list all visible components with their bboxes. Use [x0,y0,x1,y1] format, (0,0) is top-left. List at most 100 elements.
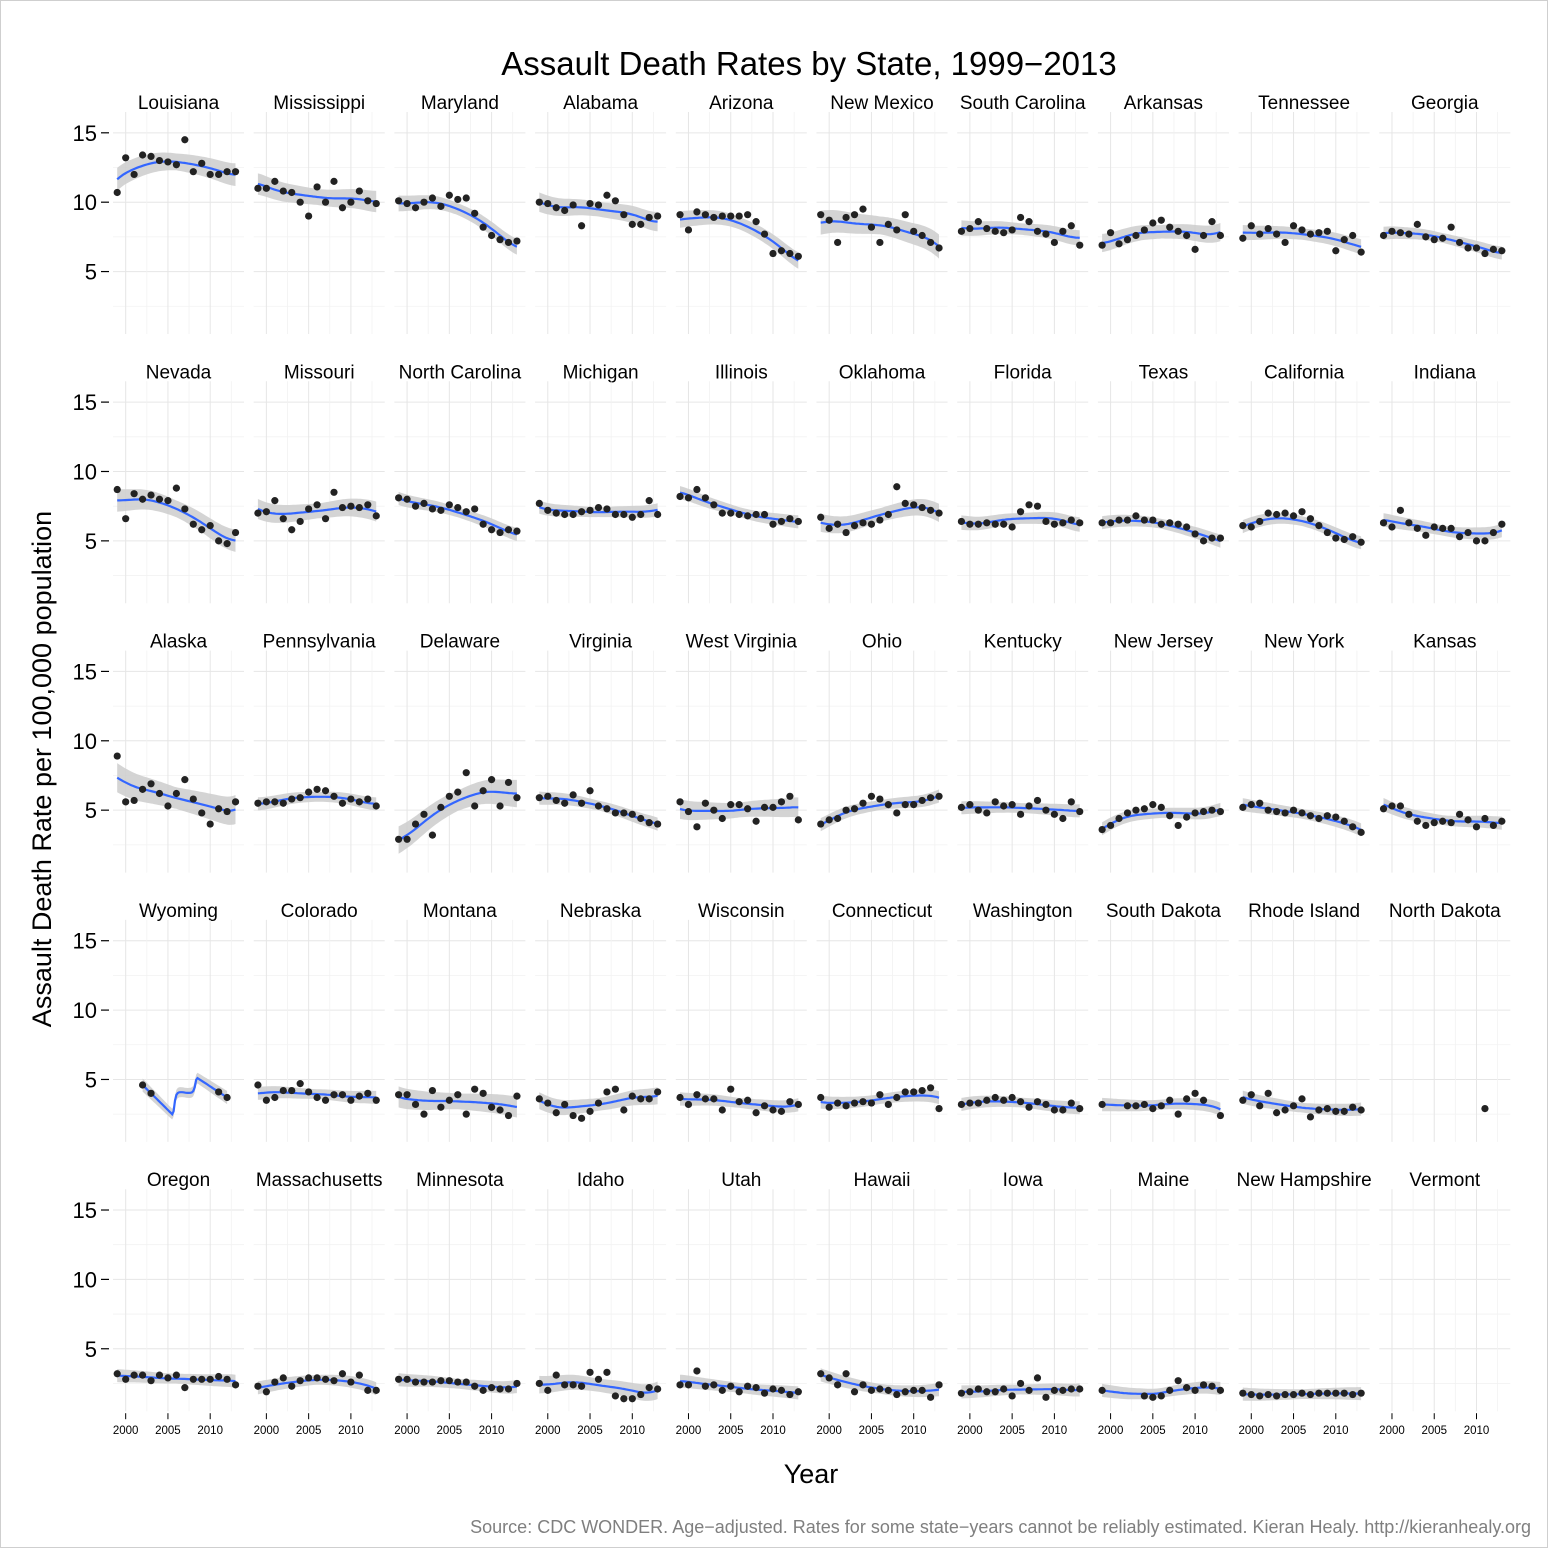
data-point-new-york-1999 [1239,803,1247,811]
confidence-band-hawaii [820,1368,939,1398]
data-point-arizona-2009 [760,230,769,238]
panel-label-tennessee: Tennessee [1258,93,1350,114]
data-point-delaware-2006 [454,788,462,796]
data-point-nevada-2008 [189,520,197,528]
data-point-hawaii-2013 [935,1381,943,1389]
data-point-california-1999 [1239,522,1247,530]
data-point-arkansas-2002 [1123,236,1132,244]
trend-line-maryland [398,201,518,248]
data-point-west-virginia-2003 [710,806,718,814]
panel-label-north-dakota: North Dakota [1389,901,1501,922]
data-point-oregon-2010 [206,1375,214,1383]
data-point-delaware-2011 [496,802,504,810]
y-tick-label: 5 [85,529,97,554]
panel-tennessee: Tennessee [1238,93,1370,334]
data-point-kansas-2007 [1447,819,1455,827]
y-tick-label: 15 [73,390,97,415]
data-point-north-carolina-2003 [428,505,437,513]
data-point-idaho-2008 [611,1392,619,1400]
data-point-connecticut-2011 [918,1086,926,1095]
data-point-tennessee-2010 [1332,247,1340,255]
panel-wyoming: Wyoming 5 10 15 [73,901,244,1142]
data-point-alaska-2003 [147,780,155,788]
panel-new-york: New York [1238,632,1370,873]
data-point-ohio-2005 [867,792,876,800]
data-point-new-york-2006 [1298,809,1306,817]
data-point-alabama-2012 [645,213,653,222]
data-point-nebraska-2004 [577,1114,586,1122]
data-point-illinois-2006 [735,510,743,519]
x-tick-label: 2000 [1098,1425,1124,1437]
panel-label-washington: Washington [973,901,1073,922]
data-point-virginia-1999 [535,794,543,802]
data-point-utah-2001 [693,1367,701,1375]
panel-label-virginia: Virginia [569,632,632,653]
data-point-florida-2011 [1059,519,1067,527]
data-point-washington-2002 [983,1096,991,1104]
data-point-arkansas-2010 [1191,245,1199,253]
data-point-pennsylvania-2001 [271,798,279,806]
data-point-louisiana-2000 [122,154,130,162]
gridlines [1379,112,1511,334]
data-point-rhode-island-2003 [1273,1109,1281,1117]
data-point-iowa-2006 [1016,1379,1025,1388]
data-point-georgia-2008 [1455,238,1464,247]
data-point-colorado-2011 [355,1092,363,1100]
gridlines [1238,381,1370,604]
gridlines [113,112,244,334]
data-point-mississippi-2000 [262,184,270,192]
data-point-kentucky-2005 [1008,801,1016,809]
data-point-south-dakota-2010 [1191,1089,1199,1097]
panel-texas: Texas [1097,362,1229,604]
data-point-arizona-2001 [693,208,701,216]
data-point-alaska-2008 [189,795,197,803]
data-point-nevada-2007 [181,505,189,513]
data-point-connecticut-2007 [884,1100,892,1109]
data-point-west-virginia-2002 [701,799,709,807]
data-point-colorado-2003 [288,1086,296,1095]
data-point-new-jersey-2013 [1216,807,1225,816]
panel-label-pennsylvania: Pennsylvania [263,632,376,653]
x-tick-label: 2000 [1379,1425,1405,1437]
data-point-georgia-2006 [1439,234,1447,242]
data-point-new-mexico-2002 [842,213,850,222]
data-point-kentucky-2011 [1059,814,1067,823]
data-point-montana-2000 [403,1091,411,1099]
data-point-new-mexico-2001 [834,238,842,247]
chart-title: Assault Death Rates by State, 1999−2013 [501,45,1117,82]
data-point-south-carolina-2000 [966,224,974,233]
data-point-texas-2013 [1216,534,1225,542]
data-point-north-dakota-2011 [1481,1105,1489,1113]
data-point-florida-2004 [1000,520,1008,528]
data-point-georgia-2009 [1464,244,1472,252]
data-point-maryland-2008 [471,209,479,217]
data-point-illinois-2010 [769,520,777,528]
data-point-louisiana-2012 [223,168,231,176]
trend-line-south-carolina [961,226,1080,239]
panel-label-louisiana: Louisiana [138,93,220,114]
data-point-colorado-2004 [296,1080,304,1088]
data-point-indiana-2004 [1422,531,1430,539]
data-point-ohio-2006 [876,795,884,803]
data-point-texas-1999 [1098,519,1106,527]
data-point-tennessee-1999 [1239,234,1247,242]
data-point-north-carolina-2013 [513,527,521,535]
gridlines [1097,381,1229,604]
gridlines [957,650,1089,873]
data-point-colorado-2000 [262,1096,270,1104]
data-point-colorado-2009 [338,1091,347,1099]
data-point-delaware-2005 [445,792,453,800]
y-tick-label: 10 [73,998,97,1023]
data-point-arizona-2000 [684,226,693,234]
data-point-maryland-2004 [437,202,445,210]
data-point-new-york-2007 [1306,812,1315,820]
panel-alabama: Alabama [535,93,667,334]
data-point-nevada-2013 [231,528,240,537]
data-point-nebraska-2003 [569,1111,577,1120]
data-point-tennessee-2013 [1357,248,1365,256]
data-point-virginia-2005 [586,787,594,795]
data-point-oregon-2002 [138,1371,147,1379]
data-point-oregon-2000 [122,1375,130,1383]
data-point-alaska-2012 [223,807,231,816]
data-point-wisconsin-2013 [794,1100,802,1109]
